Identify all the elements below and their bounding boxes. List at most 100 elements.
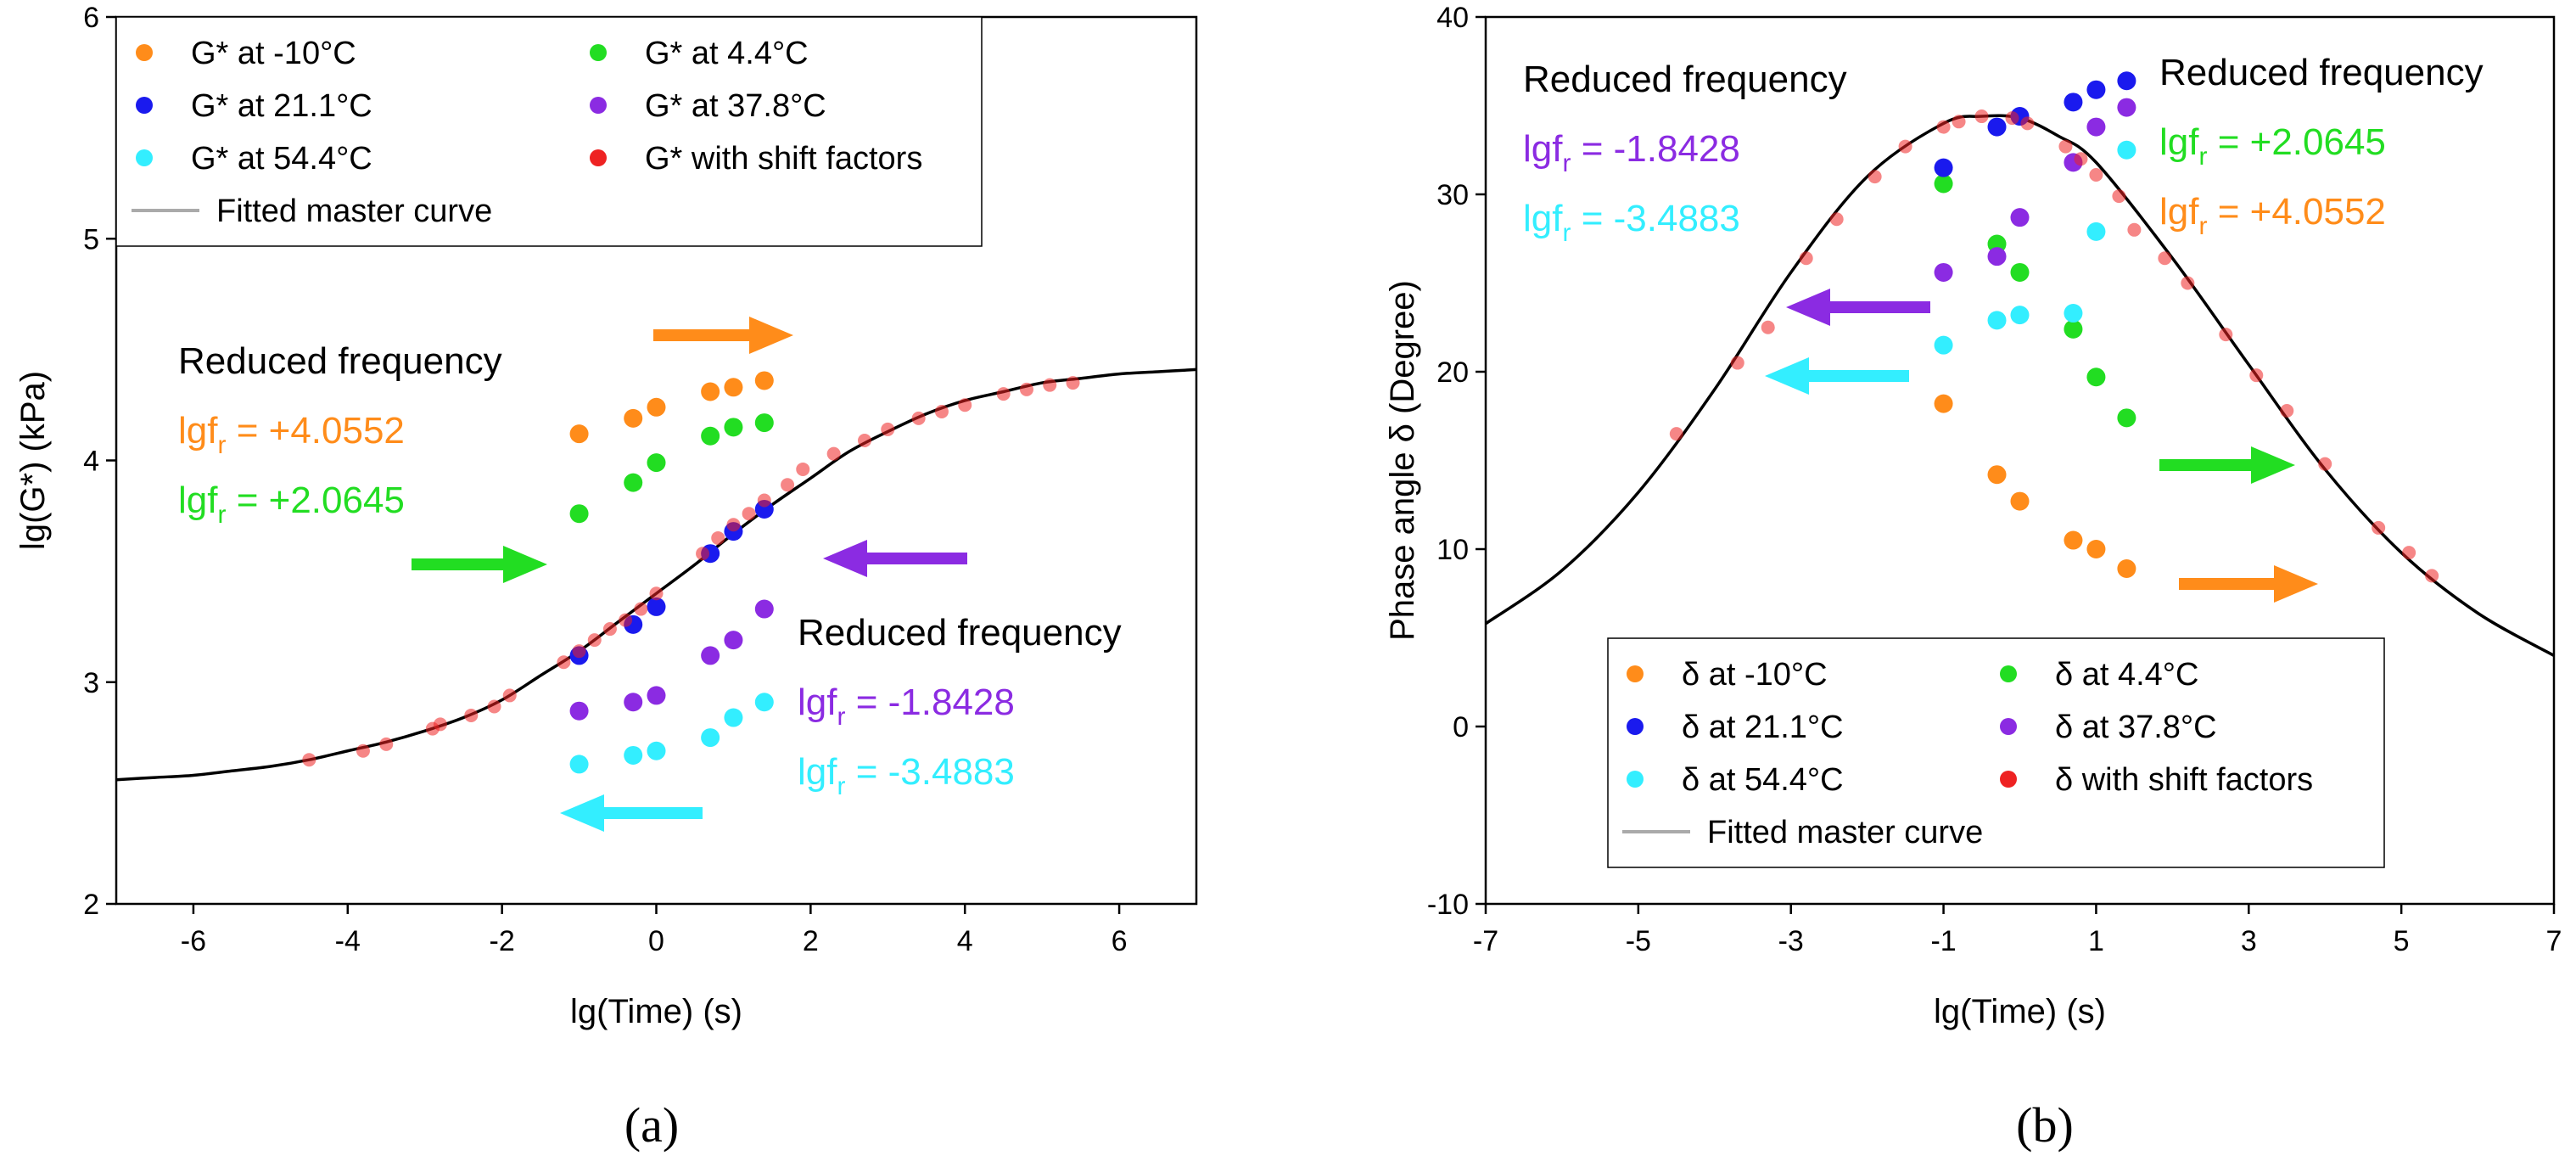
point-g-with-shift-factors bbox=[587, 633, 602, 648]
point-g-at-4-4-c bbox=[569, 504, 589, 524]
point-at-54-4-c bbox=[1934, 335, 1953, 355]
point-g-with-shift-factors bbox=[757, 493, 771, 508]
point-g-with-shift-factors bbox=[934, 405, 949, 419]
x-tick-label: -4 bbox=[335, 925, 361, 957]
shift-arrow-right bbox=[412, 546, 547, 583]
point-at-37-8-c bbox=[1934, 262, 1953, 282]
legend-label: G* at 37.8°C bbox=[645, 88, 826, 124]
x-axis-label: lg(Time) (s) bbox=[570, 993, 742, 1030]
point-with-shift-factors bbox=[2280, 403, 2294, 418]
point-at-10-c bbox=[1987, 465, 2007, 485]
point-at-54-4-c bbox=[2117, 140, 2136, 160]
y-tick-label: 30 bbox=[1436, 179, 1469, 211]
point-g-at-10-c bbox=[724, 378, 743, 397]
point-g-with-shift-factors bbox=[742, 507, 756, 521]
legend-label: G* at -10°C bbox=[191, 36, 356, 71]
point-g-at-10-c bbox=[647, 397, 666, 417]
legend-label: δ at -10°C bbox=[1682, 657, 1828, 693]
point-at-37-8-c bbox=[2010, 208, 2030, 227]
annotation-title: Reduced frequency bbox=[2159, 52, 2484, 93]
point-at-54-4-c bbox=[2086, 222, 2106, 241]
point-with-shift-factors bbox=[2058, 139, 2073, 154]
point-at-4-4-c bbox=[2010, 262, 2030, 282]
panel-b-chart: -7 -5 -3 -1 1 3 5 7 -10 0 10 20 30 40 lg(Time) (s) Phas… bbox=[1384, 2, 2562, 1153]
annotation-value: lgfr = +4.0552 bbox=[2159, 191, 2386, 240]
point-g-with-shift-factors bbox=[356, 743, 370, 758]
legend-label: δ at 4.4°C bbox=[2055, 657, 2198, 693]
shift-arrow-right bbox=[2159, 446, 2295, 484]
x-tick-label: 0 bbox=[648, 925, 664, 957]
x-tick-label: -6 bbox=[181, 925, 206, 957]
point-g-with-shift-factors bbox=[557, 655, 571, 670]
point-g-at-54-4-c bbox=[647, 741, 666, 760]
point-with-shift-factors bbox=[1829, 212, 1844, 227]
legend-swatch-at-10-c bbox=[1627, 665, 1644, 682]
x-tick-label: 2 bbox=[803, 925, 819, 957]
point-with-shift-factors bbox=[1868, 170, 1882, 184]
point-g-at-37-8-c bbox=[724, 631, 743, 650]
point-g-with-shift-factors bbox=[502, 688, 517, 703]
x-tick-label: 7 bbox=[2546, 925, 2562, 957]
y-tick-label: 5 bbox=[83, 223, 99, 255]
point-g-at-4-4-c bbox=[624, 473, 643, 492]
point-at-37-8-c bbox=[1987, 247, 2007, 267]
point-g-with-shift-factors bbox=[602, 622, 617, 637]
annotation-value: lgfr = +4.0552 bbox=[178, 410, 405, 459]
point-with-shift-factors bbox=[2425, 569, 2439, 583]
point-g-with-shift-factors bbox=[696, 547, 710, 561]
point-g-at-54-4-c bbox=[724, 708, 743, 727]
point-at-4-4-c bbox=[2064, 319, 2083, 339]
point-g-at-37-8-c bbox=[647, 686, 666, 705]
point-g-at-37-8-c bbox=[701, 646, 720, 665]
point-g-with-shift-factors bbox=[1019, 382, 1033, 396]
y-tick-label: 10 bbox=[1436, 534, 1469, 566]
plot-frame bbox=[1484, 15, 2556, 906]
point-g-at-10-c bbox=[569, 424, 589, 444]
point-g-with-shift-factors bbox=[433, 717, 447, 732]
annotation-value: lgfr = +2.0645 bbox=[2159, 121, 2386, 171]
y-tick-label: 0 bbox=[1453, 711, 1469, 743]
point-with-shift-factors bbox=[1974, 109, 1989, 124]
x-tick-label: 1 bbox=[2088, 925, 2104, 957]
legend-swatch-at-54-4-c bbox=[1627, 771, 1644, 788]
point-g-at-4-4-c bbox=[724, 418, 743, 437]
point-with-shift-factors bbox=[1799, 251, 1813, 266]
point-g-at-4-4-c bbox=[754, 413, 774, 433]
point-g-with-shift-factors bbox=[796, 462, 810, 476]
legend-swatch-at-37-8-c bbox=[2000, 718, 2017, 735]
legend-label: G* with shift factors bbox=[645, 141, 922, 177]
legend-swatch-g-at-4-4-c bbox=[590, 44, 607, 61]
point-with-shift-factors bbox=[2020, 116, 2035, 131]
point-g-with-shift-factors bbox=[726, 518, 741, 532]
y-tick-label: 40 bbox=[1436, 2, 1469, 34]
legend-swatch-g-with-shift-factors bbox=[590, 149, 607, 166]
point-g-with-shift-factors bbox=[826, 446, 841, 461]
legend-label: G* at 54.4°C bbox=[191, 141, 372, 177]
point-at-21-1-c bbox=[1934, 158, 1953, 177]
point-g-with-shift-factors bbox=[634, 602, 648, 616]
point-g-with-shift-factors bbox=[649, 586, 664, 601]
point-g-with-shift-factors bbox=[911, 411, 926, 425]
x-tick-label: 4 bbox=[957, 925, 973, 957]
point-g-at-54-4-c bbox=[624, 745, 643, 765]
y-tick-label: -10 bbox=[1427, 889, 1469, 921]
point-g-with-shift-factors bbox=[858, 433, 872, 447]
annotation-value: lgfr = +2.0645 bbox=[178, 480, 405, 529]
point-with-shift-factors bbox=[1898, 139, 1912, 154]
master-curve-line bbox=[1486, 114, 2554, 657]
point-g-at-10-c bbox=[701, 382, 720, 401]
point-g-with-shift-factors bbox=[1043, 378, 1057, 392]
point-at-37-8-c bbox=[2086, 117, 2106, 137]
annotation-title: Reduced frequency bbox=[798, 612, 1122, 654]
point-with-shift-factors bbox=[2158, 251, 2172, 266]
point-g-with-shift-factors bbox=[379, 737, 394, 751]
legend-swatch-g-at-37-8-c bbox=[590, 97, 607, 114]
legend-swatch-at-4-4-c bbox=[2000, 665, 2017, 682]
point-g-with-shift-factors bbox=[302, 753, 316, 767]
point-at-4-4-c bbox=[2086, 367, 2106, 387]
legend-box bbox=[1607, 637, 2385, 868]
annotation-value: lgfr = -3.4883 bbox=[798, 751, 1015, 800]
point-g-at-54-4-c bbox=[569, 755, 589, 774]
point-with-shift-factors bbox=[1952, 115, 1966, 129]
